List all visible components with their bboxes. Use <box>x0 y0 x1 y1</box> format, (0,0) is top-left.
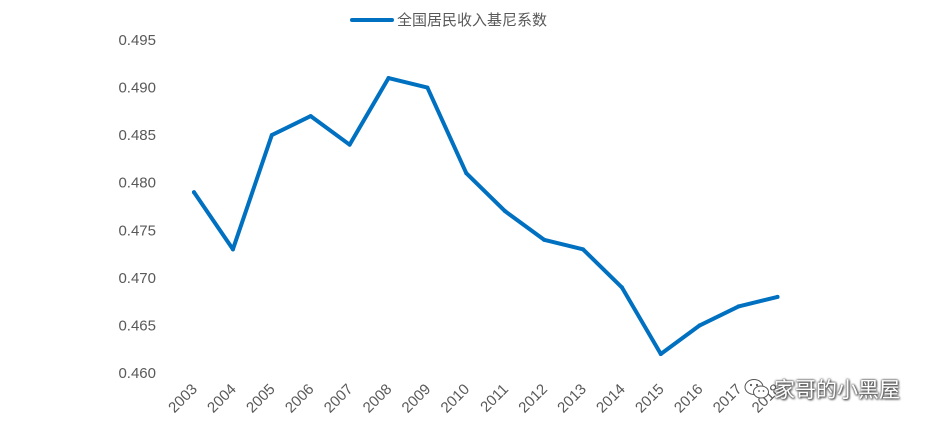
x-tick-label: 2011 <box>477 381 512 416</box>
data-point <box>347 142 352 147</box>
data-point <box>775 294 780 299</box>
x-axis-ticks: 2003 2004 2005 2006 2007 2008 2009 2010 2011 2012… <box>165 381 784 417</box>
x-tick-label: 2015 <box>632 381 668 417</box>
y-tick-label: 0.475 <box>118 222 156 239</box>
x-tick-label: 2010 <box>438 381 474 417</box>
x-tick-label: 2013 <box>554 381 590 417</box>
data-point <box>542 237 547 242</box>
data-point <box>425 85 430 90</box>
series-line <box>192 76 780 356</box>
data-point <box>192 190 196 195</box>
x-tick-label: 2008 <box>360 381 396 417</box>
x-tick-label: 2007 <box>321 381 357 417</box>
data-point <box>269 133 274 138</box>
data-point <box>697 323 702 328</box>
x-tick-label: 2012 <box>515 381 551 417</box>
watermark-text: 家哥的小黑屋 <box>774 378 900 402</box>
x-tick-label: 2005 <box>243 381 279 417</box>
data-point <box>736 304 741 309</box>
y-tick-label: 0.485 <box>118 127 156 144</box>
x-tick-label: 2003 <box>165 381 201 417</box>
y-tick-label: 0.480 <box>118 175 156 192</box>
y-tick-label: 0.460 <box>118 365 156 382</box>
x-tick-label: 2017 <box>710 381 746 417</box>
data-point <box>581 247 585 252</box>
x-tick-label: 2006 <box>282 381 318 417</box>
y-axis-ticks: 0.460 0.465 0.470 0.475 0.480 0.485 0.490 0.495 <box>118 32 156 382</box>
data-point <box>619 285 624 290</box>
watermark: 家哥的小黑屋 <box>744 374 900 404</box>
data-point <box>308 114 313 119</box>
x-tick-label: 2014 <box>593 381 629 417</box>
data-point <box>230 247 235 252</box>
y-tick-label: 0.465 <box>118 317 156 334</box>
x-tick-label: 2016 <box>671 381 707 417</box>
y-tick-label: 0.490 <box>118 80 156 97</box>
legend-label: 全国居民收入基尼系数 <box>397 11 547 29</box>
data-point <box>464 171 469 176</box>
data-point <box>386 76 391 81</box>
x-tick-label: 2009 <box>399 381 435 417</box>
data-point <box>658 351 663 356</box>
y-tick-label: 0.470 <box>118 270 156 287</box>
x-tick-label: 2004 <box>204 381 240 417</box>
data-point <box>503 209 508 214</box>
wechat-icon <box>744 379 769 399</box>
legend: 全国居民收入基尼系数 <box>350 11 547 29</box>
y-tick-label: 0.495 <box>118 32 156 49</box>
series-group <box>192 76 780 356</box>
